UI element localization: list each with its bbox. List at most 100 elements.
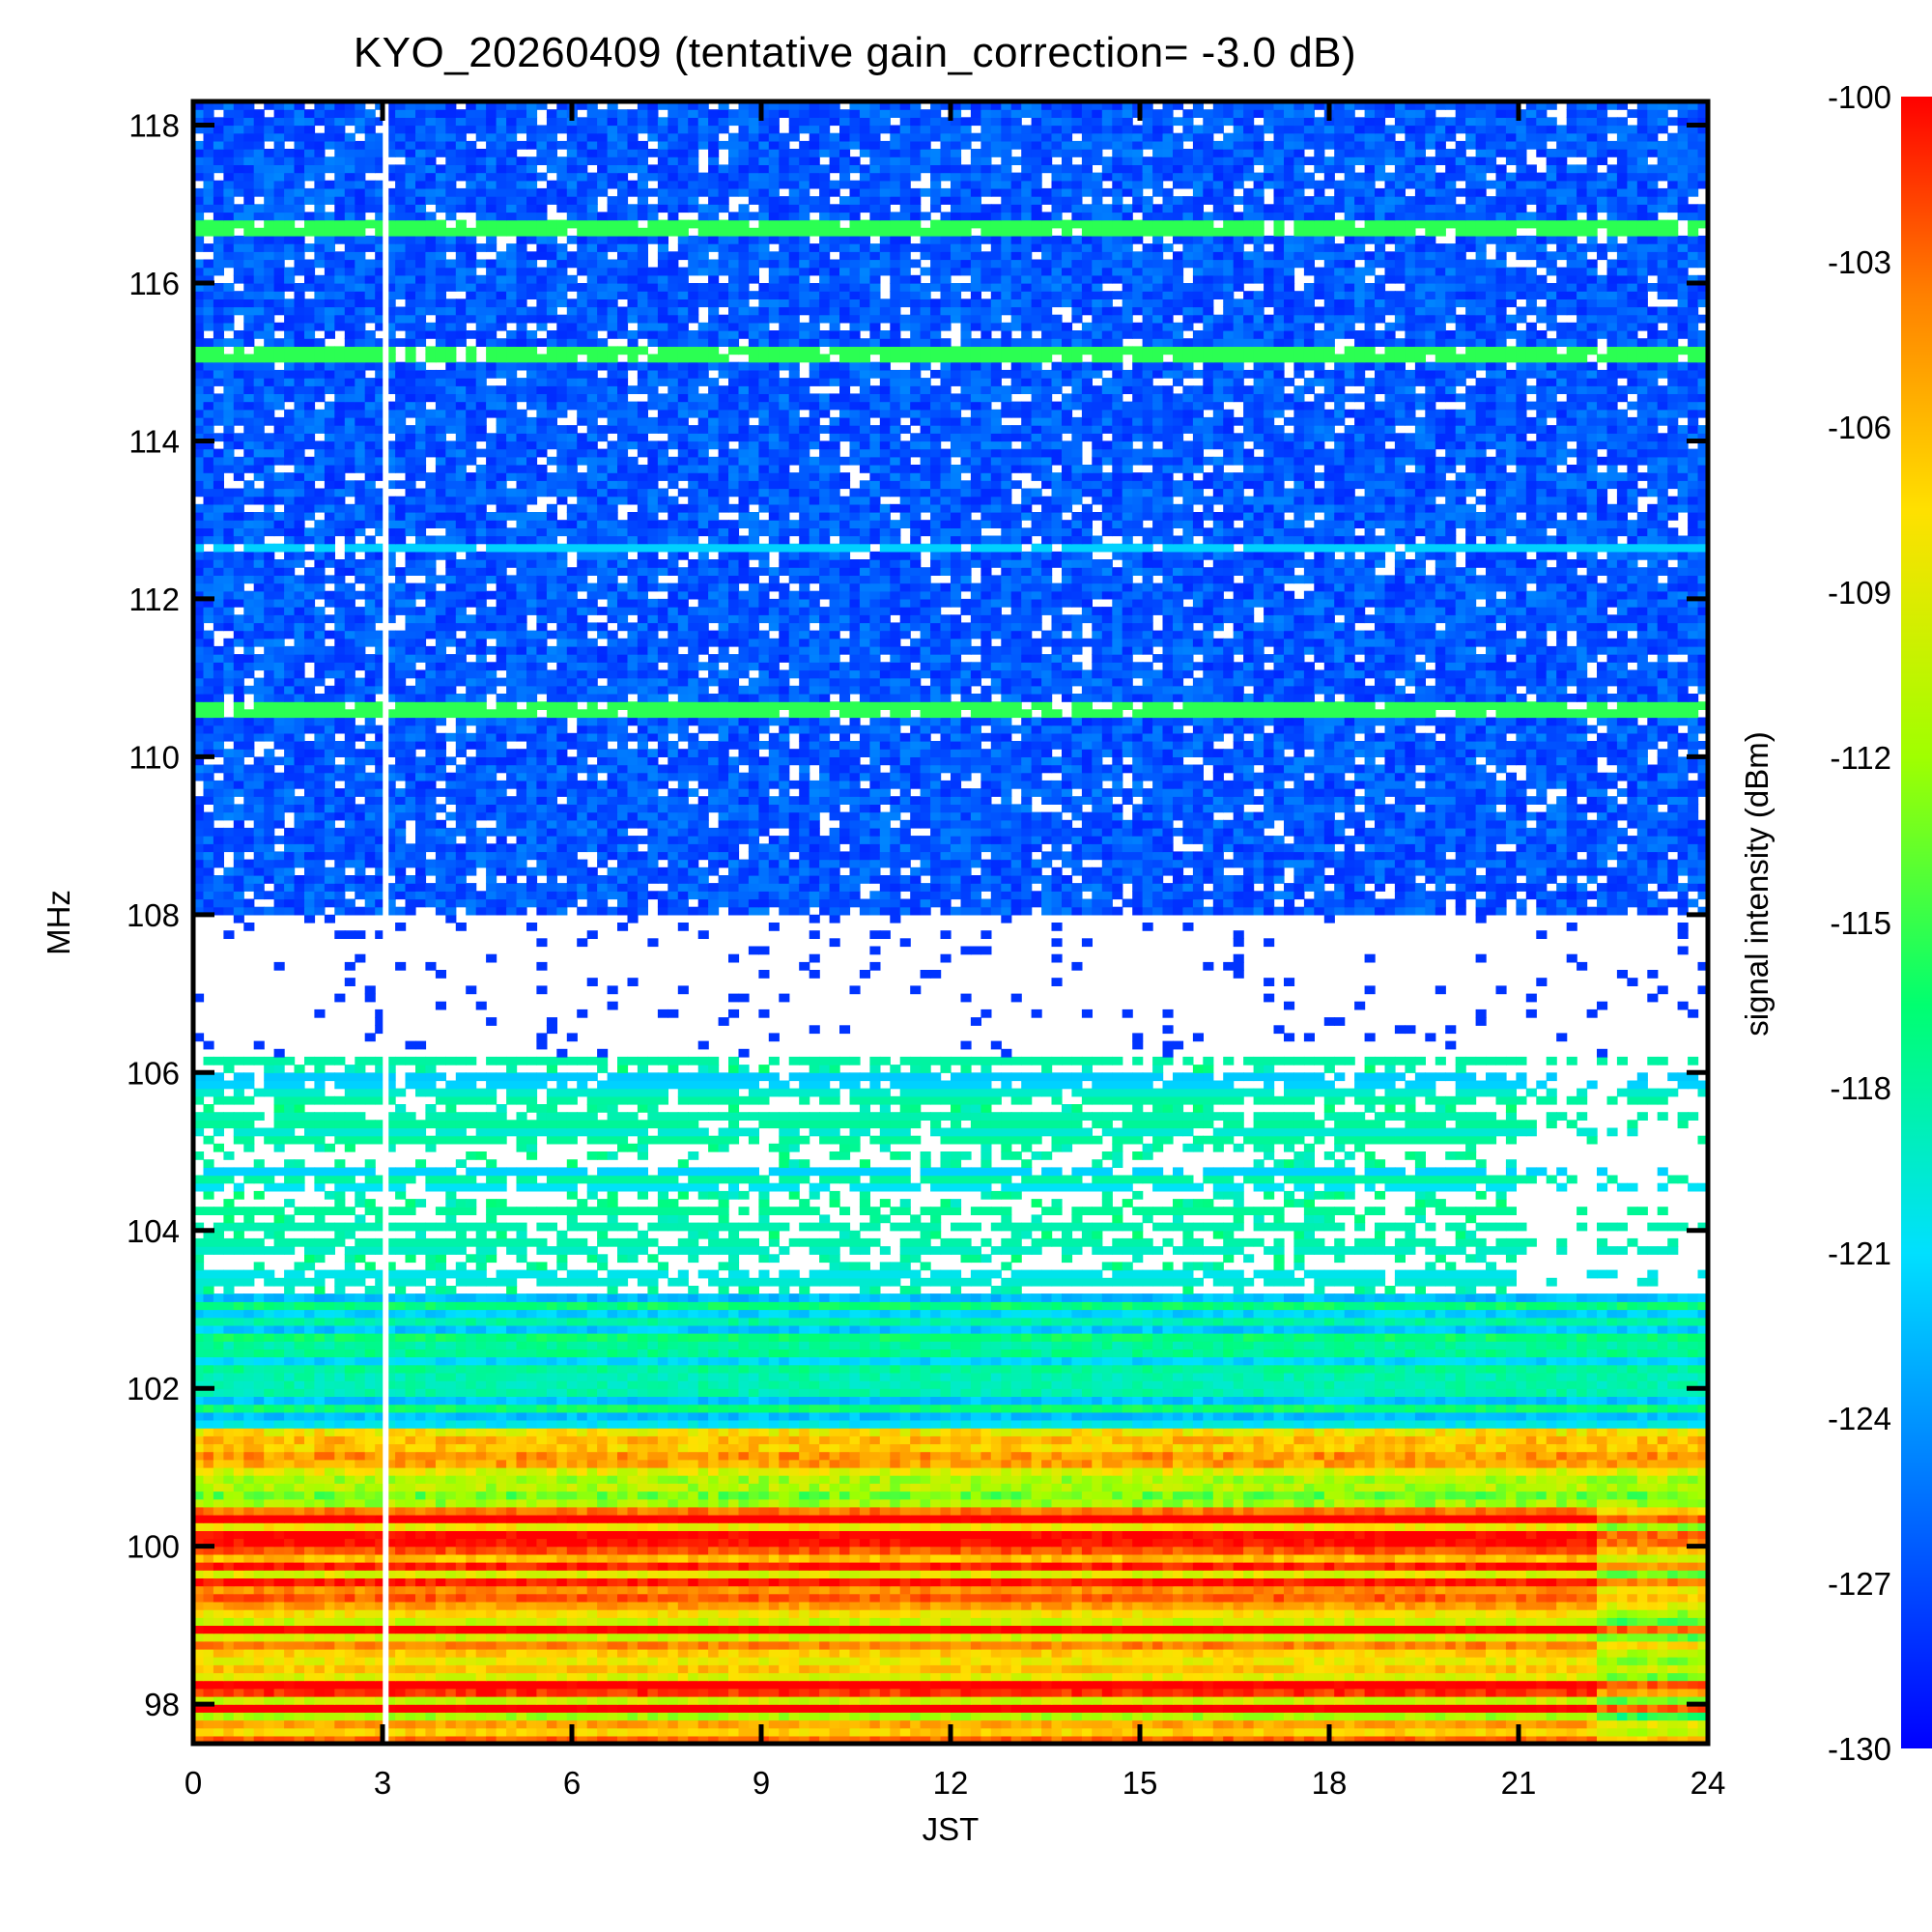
heatmap-cell bbox=[365, 1689, 376, 1697]
heatmap-cell bbox=[1526, 1728, 1537, 1737]
heatmap-cell bbox=[425, 1672, 436, 1681]
heatmap-cell bbox=[1456, 1712, 1466, 1720]
heatmap-cell bbox=[556, 1696, 567, 1705]
heatmap-cell bbox=[799, 1728, 810, 1737]
heatmap-cell bbox=[1092, 1728, 1102, 1737]
heatmap-cell bbox=[536, 1720, 547, 1729]
heatmap-cell bbox=[466, 1712, 476, 1720]
heatmap-cell bbox=[971, 1649, 981, 1658]
heatmap-cell bbox=[213, 1641, 224, 1650]
heatmap-cell bbox=[497, 1664, 507, 1673]
heatmap-cell bbox=[204, 1649, 214, 1658]
heatmap-cell bbox=[628, 1649, 639, 1658]
heatmap-cell bbox=[1293, 1689, 1304, 1697]
heatmap-cell bbox=[638, 1712, 648, 1720]
heatmap-cell bbox=[789, 1689, 800, 1697]
heatmap-cell bbox=[1667, 1704, 1678, 1713]
heatmap-cell bbox=[1243, 1689, 1254, 1697]
heatmap-cell bbox=[890, 1696, 900, 1705]
heatmap-cell bbox=[1152, 1696, 1163, 1705]
heatmap-cell bbox=[1617, 1704, 1628, 1713]
heatmap-cell bbox=[688, 1634, 698, 1642]
heatmap-cell bbox=[810, 1664, 820, 1673]
heatmap-cell bbox=[1284, 1664, 1294, 1673]
heatmap-cell bbox=[1617, 1696, 1628, 1705]
heatmap-cell bbox=[1607, 1672, 1618, 1681]
heatmap-cell bbox=[254, 1641, 265, 1650]
heatmap-cell bbox=[749, 1634, 759, 1642]
heatmap-cell bbox=[295, 1704, 305, 1713]
heatmap-cell bbox=[1182, 1634, 1193, 1642]
heatmap-cell bbox=[719, 1696, 729, 1705]
heatmap-cell bbox=[506, 1704, 517, 1713]
heatmap-cell bbox=[1213, 1728, 1224, 1737]
heatmap-cell bbox=[1567, 1689, 1577, 1697]
heatmap-cell bbox=[325, 1634, 335, 1642]
heatmap-cell bbox=[1445, 1641, 1456, 1650]
heatmap-cell bbox=[355, 1720, 365, 1729]
heatmap-cell bbox=[1405, 1664, 1415, 1673]
heatmap-cell bbox=[1284, 1704, 1294, 1713]
heatmap-cell bbox=[1112, 1728, 1122, 1737]
heatmap-cell bbox=[971, 1634, 981, 1642]
heatmap-cell bbox=[1182, 1704, 1193, 1713]
heatmap-cell bbox=[1526, 1712, 1537, 1720]
heatmap-cell bbox=[1234, 1704, 1244, 1713]
heatmap-cell bbox=[1274, 1712, 1285, 1720]
heatmap-cell bbox=[951, 1696, 961, 1705]
heatmap-cell bbox=[526, 1728, 537, 1737]
heatmap-cell bbox=[880, 1649, 891, 1658]
heatmap-cell bbox=[1112, 1689, 1122, 1697]
heatmap-cell bbox=[577, 1704, 587, 1713]
heatmap-cell bbox=[1465, 1649, 1476, 1658]
heatmap-cell bbox=[284, 1704, 295, 1713]
heatmap-cell bbox=[1688, 1657, 1698, 1665]
heatmap-cell bbox=[1688, 1689, 1698, 1697]
heatmap-cell bbox=[526, 1712, 537, 1720]
heatmap-cell bbox=[921, 1704, 931, 1713]
heatmap-cell bbox=[1456, 1664, 1466, 1673]
heatmap-cell bbox=[678, 1696, 689, 1705]
heatmap-cell bbox=[1122, 1657, 1133, 1665]
heatmap-cell bbox=[961, 1664, 972, 1673]
heatmap-cell bbox=[961, 1634, 972, 1642]
heatmap-cell bbox=[1052, 1689, 1063, 1697]
heatmap-cell bbox=[910, 1664, 921, 1673]
heatmap-cell bbox=[1577, 1704, 1587, 1713]
heatmap-cell bbox=[1526, 1689, 1537, 1697]
heatmap-cell bbox=[658, 1689, 668, 1697]
heatmap-cell bbox=[547, 1712, 557, 1720]
heatmap-cell bbox=[1052, 1649, 1063, 1658]
heatmap-cell bbox=[647, 1681, 658, 1690]
heatmap-cell bbox=[1597, 1641, 1607, 1650]
heatmap-cell bbox=[1556, 1696, 1567, 1705]
heatmap-cell bbox=[243, 1664, 254, 1673]
heatmap-cell bbox=[264, 1641, 274, 1650]
heatmap-cell bbox=[1647, 1672, 1658, 1681]
heatmap-cell bbox=[1496, 1657, 1507, 1665]
heatmap-cell bbox=[1122, 1689, 1133, 1697]
heatmap-cell bbox=[758, 1649, 769, 1658]
heatmap-cell bbox=[1496, 1712, 1507, 1720]
heatmap-cell bbox=[355, 1704, 365, 1713]
heatmap-cell bbox=[1597, 1720, 1607, 1729]
heatmap-cell bbox=[658, 1672, 668, 1681]
heatmap-cell bbox=[1163, 1712, 1174, 1720]
heatmap-cell bbox=[910, 1681, 921, 1690]
heatmap-cell bbox=[1567, 1720, 1577, 1729]
heatmap-cell bbox=[436, 1649, 446, 1658]
heatmap-cell bbox=[1254, 1649, 1264, 1658]
heatmap-cell bbox=[1536, 1681, 1547, 1690]
heatmap-cell bbox=[890, 1657, 900, 1665]
heatmap-cell bbox=[749, 1696, 759, 1705]
heatmap-cell bbox=[951, 1672, 961, 1681]
heatmap-cell bbox=[890, 1689, 900, 1697]
heatmap-cell bbox=[284, 1696, 295, 1705]
heatmap-cell bbox=[1536, 1672, 1547, 1681]
heatmap-cell bbox=[345, 1634, 355, 1642]
heatmap-cell bbox=[506, 1689, 517, 1697]
heatmap-cell bbox=[819, 1641, 830, 1650]
heatmap-cell bbox=[1375, 1681, 1385, 1690]
heatmap-cell bbox=[1143, 1657, 1153, 1665]
heatmap-cell bbox=[1456, 1649, 1466, 1658]
